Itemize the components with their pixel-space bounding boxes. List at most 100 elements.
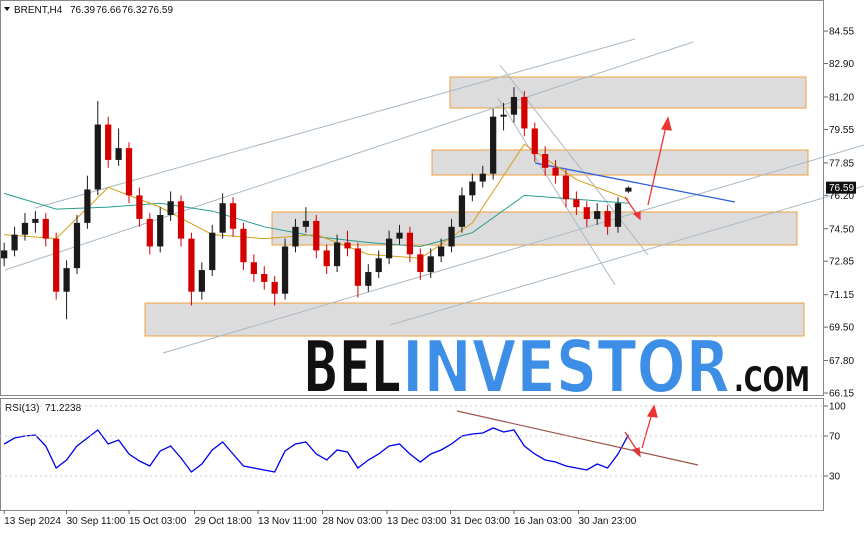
candle-body <box>604 211 611 227</box>
last-price-box <box>826 181 856 194</box>
trendline <box>497 97 616 286</box>
candle-body <box>469 181 476 196</box>
candle-body <box>261 274 268 282</box>
candle-body <box>344 242 351 249</box>
plot <box>1 87 632 473</box>
candle-body <box>21 222 29 235</box>
x-tick-label: 15 Oct 03:00 <box>129 516 187 527</box>
candle-body <box>209 232 216 271</box>
candle-body <box>281 246 289 294</box>
candle-body <box>32 218 39 223</box>
rsi-tick-label: 100 <box>829 402 846 413</box>
arrow <box>647 121 668 206</box>
close: 76.59 <box>148 5 173 16</box>
arrow-head <box>632 211 641 221</box>
candle-body <box>448 226 455 247</box>
candle-body <box>385 238 393 259</box>
candle-body <box>157 215 164 247</box>
candle-body <box>229 203 237 229</box>
candle-body <box>240 228 247 263</box>
y-tick-label: 84.55 <box>829 27 854 38</box>
rsi-frame <box>0 398 824 511</box>
rsi-value: 71.2238 <box>45 403 82 414</box>
x-tick-label: 30 Jan 23:00 <box>578 516 636 527</box>
header-icon <box>4 7 10 11</box>
candle-body <box>105 124 112 160</box>
high: 76.66 <box>96 5 121 16</box>
candle-body <box>625 187 632 192</box>
candle-body <box>125 148 133 196</box>
trendline <box>4 41 694 271</box>
candle-body <box>219 203 226 233</box>
header: BRENT,H4 76.39 76.66 76.32 76.59 RSI(13)… <box>4 5 173 414</box>
y-tick-label: 67.80 <box>829 356 854 367</box>
last-price-label: 76.59 <box>829 183 854 194</box>
candle-body <box>63 268 70 292</box>
frame <box>0 0 824 511</box>
candle-body <box>562 175 570 200</box>
candle-body <box>365 272 372 286</box>
x-tick-label: 16 Jan 03:00 <box>514 516 572 527</box>
candle-body <box>53 238 60 292</box>
candle-body <box>1 250 8 259</box>
candle-body <box>11 234 18 251</box>
candle-body <box>479 173 486 182</box>
candle-body <box>521 96 528 129</box>
open: 76.39 <box>70 5 95 16</box>
trendline <box>389 185 864 326</box>
y-tick-label: 66.15 <box>829 389 854 400</box>
candle-body <box>313 220 320 251</box>
rsi-tick-label: 30 <box>829 472 841 483</box>
candle-body <box>94 124 101 190</box>
candle-body <box>167 201 174 216</box>
zones <box>144 76 809 337</box>
y-tick-label: 76.20 <box>829 191 854 202</box>
candle-body <box>84 189 91 223</box>
y-tick-label: 72.85 <box>829 257 854 268</box>
x-tick-label: 13 Sep 2024 <box>4 516 61 527</box>
trendline <box>162 144 864 354</box>
candle-body <box>458 195 466 227</box>
y-tick-label: 77.85 <box>829 158 854 169</box>
candle-body <box>115 148 122 160</box>
candle-body <box>323 250 330 267</box>
watermark-com: .COM <box>734 360 810 400</box>
forecast-arrows <box>624 116 672 458</box>
low: 76.32 <box>122 5 147 16</box>
candle-body <box>500 114 507 117</box>
y-tick-label: 81.20 <box>829 92 854 103</box>
candle-body <box>188 238 195 292</box>
x-tick-label: 30 Sep 11:00 <box>67 516 126 527</box>
support-zone <box>271 211 798 246</box>
y-tick-label: 71.15 <box>829 290 854 301</box>
arrow-head <box>660 116 672 131</box>
candle-body <box>583 207 590 219</box>
candle-body <box>292 226 299 247</box>
watermark: BEL INVESTOR .COM <box>302 324 810 410</box>
candle-body <box>614 203 622 227</box>
candle-body <box>302 220 309 227</box>
candle-body <box>510 96 518 115</box>
candle-body <box>333 242 341 267</box>
candle-body <box>417 254 424 273</box>
candle-body <box>594 211 601 219</box>
candle-body <box>396 232 403 239</box>
candle-body <box>271 281 278 294</box>
y-tick-label: 82.90 <box>829 59 854 70</box>
candle-body <box>573 199 580 208</box>
x-tick-label: 13 Nov 11:00 <box>258 516 317 527</box>
x-tick-label: 13 Dec 03:00 <box>387 516 447 527</box>
watermark-bel: BEL <box>303 325 401 409</box>
rsi-line <box>3 427 629 473</box>
rsi-tick-label: 70 <box>829 432 841 443</box>
resistance-zone <box>431 149 809 176</box>
candle-body <box>146 218 153 247</box>
candle-body <box>406 232 414 255</box>
candle-body <box>531 128 538 155</box>
candle-body <box>198 270 205 292</box>
trendlines <box>4 38 864 354</box>
x-tick-label: 28 Nov 03:00 <box>323 516 383 527</box>
candle-body <box>542 154 549 168</box>
main-frame <box>0 0 824 396</box>
